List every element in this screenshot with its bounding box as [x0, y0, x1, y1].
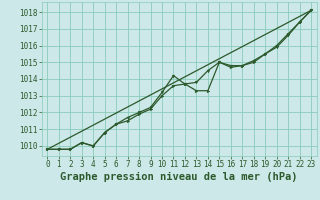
- X-axis label: Graphe pression niveau de la mer (hPa): Graphe pression niveau de la mer (hPa): [60, 172, 298, 182]
